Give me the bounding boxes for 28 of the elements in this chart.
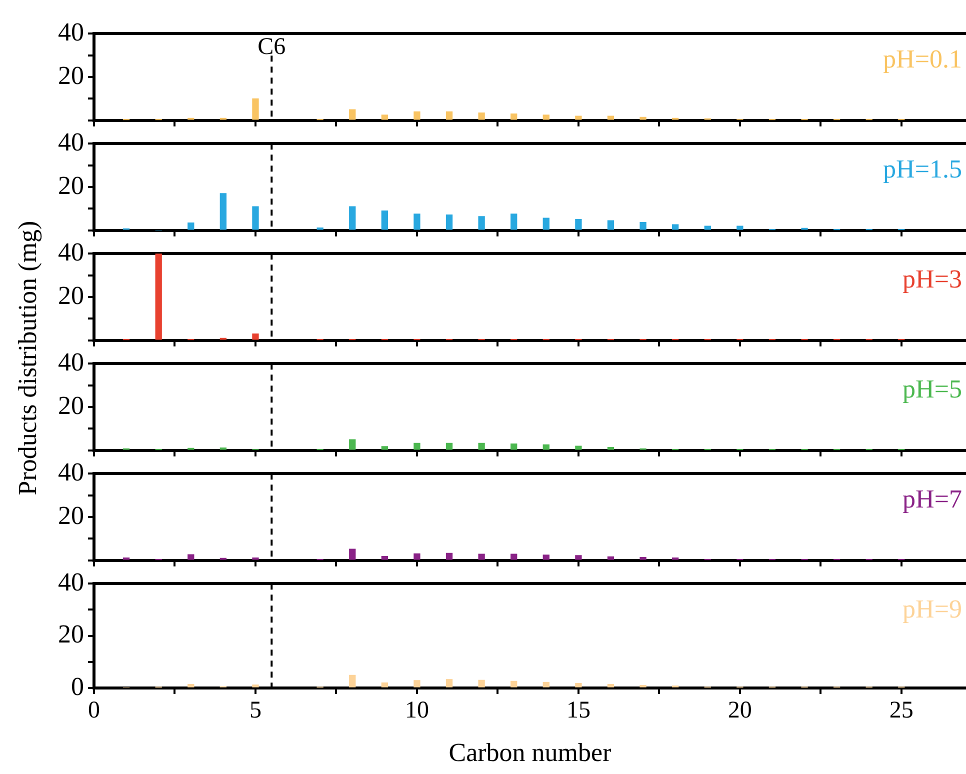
x-axis-title: Carbon number [448,738,612,768]
x-tick-label: 20 [728,698,752,724]
x-tick-label: 10 [404,698,429,724]
y-tick-label: 40 [58,127,84,156]
y-tick-label: 40 [58,237,84,266]
y-tick-label: 20 [58,60,84,90]
y-tick-label: 0 [71,672,84,701]
y-tick-label: 20 [58,280,84,310]
series-label: pH=7 [902,484,962,514]
y-tick-label: 40 [58,457,84,486]
series-label: pH=5 [902,374,962,404]
y-tick-label: 40 [58,567,84,596]
y-tick-label: 40 [58,17,84,46]
ref-line-label: C6 [258,34,286,60]
y-tick-label: 20 [58,500,84,530]
y-tick-label: 20 [58,390,84,420]
series-label: pH=3 [902,264,962,294]
x-tick-label: 5 [249,698,262,724]
y-axis-title: Products distribution (mg) [13,220,43,496]
text: pH=9 [902,594,962,624]
x-tick-label: 0 [88,698,100,724]
y-tick-label: 40 [58,347,84,376]
y-tick-label: 20 [58,620,84,649]
x-tick-label: 25 [889,698,914,724]
y-tick-label: 20 [58,170,84,200]
series-label: pH=0.1 [883,44,962,74]
x-tick-label: 15 [566,698,590,724]
series-label: pH=1.5 [883,154,962,184]
